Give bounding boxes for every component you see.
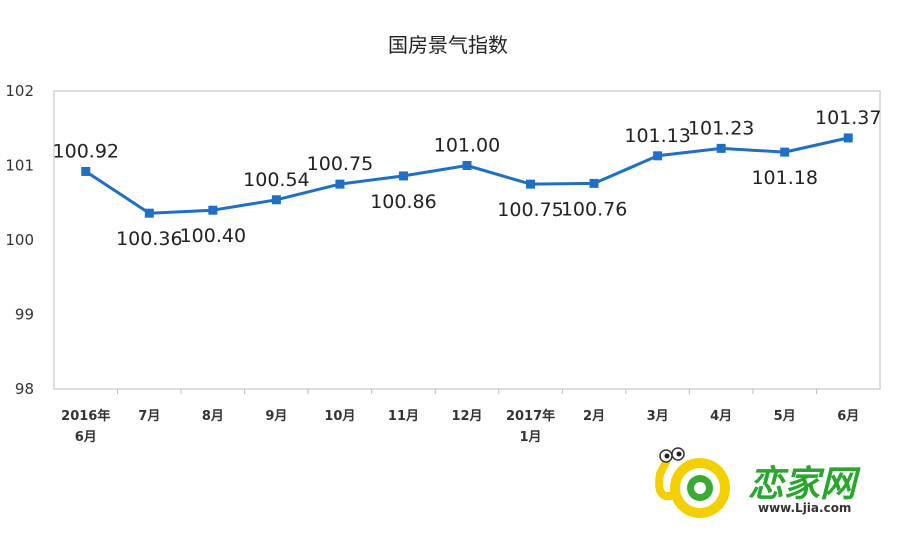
data-point-marker — [81, 166, 91, 176]
x-tick-label: 12月 — [451, 409, 482, 424]
data-label: 100.36 — [116, 228, 182, 250]
x-tick-label: 6月 — [837, 409, 859, 424]
data-label: 101.13 — [624, 125, 690, 147]
data-point-marker — [589, 178, 599, 188]
data-label: 100.75 — [307, 153, 373, 175]
x-tick-label: 2月 — [583, 409, 605, 424]
snail-logo-icon — [655, 447, 730, 518]
y-tick-label: 102 — [5, 82, 34, 100]
chart-title: 国房景气指数 — [388, 33, 508, 57]
data-point-marker — [526, 179, 536, 189]
data-point-marker — [780, 147, 790, 157]
y-tick-label: 101 — [5, 157, 34, 175]
watermark: 恋家网 www.Ljia.com — [655, 447, 861, 518]
plot-area-frame — [53, 90, 881, 390]
x-tick-label: 2016年 — [61, 408, 110, 424]
x-tick-label: 10月 — [324, 409, 355, 424]
data-label: 100.86 — [370, 191, 436, 213]
watermark-brand: 恋家网 — [748, 464, 861, 505]
data-point-marker — [335, 179, 345, 189]
x-tick-label: 11月 — [388, 409, 419, 424]
data-point-marker — [462, 161, 472, 170]
x-tick-label: 5月 — [774, 409, 796, 424]
y-tick-label: 99 — [15, 306, 34, 324]
data-point-marker — [398, 171, 408, 181]
x-axis-ticks: 2016年 6月 7月 8月 9月 10月 11月 12月 2017年 1月 2月 3月 4月 5月 6月 — [61, 389, 859, 445]
data-labels: 100.92100.36100.40100.54100.75100.86101.… — [53, 107, 882, 250]
data-label: 101.37 — [815, 107, 881, 129]
data-label: 101.18 — [751, 167, 817, 189]
x-tick-label: 7月 — [138, 409, 160, 424]
y-tick-label: 98 — [15, 380, 34, 398]
data-point-marker — [144, 208, 154, 218]
x-tick-label: 1月 — [520, 430, 542, 445]
data-point-marker — [716, 143, 726, 153]
data-point-marker — [271, 195, 281, 205]
data-label: 101.00 — [434, 135, 500, 157]
data-label: 100.40 — [180, 225, 246, 247]
watermark-url: www.Ljia.com — [758, 501, 851, 515]
x-tick-label: 4月 — [710, 409, 732, 424]
y-tick-label: 100 — [5, 231, 34, 249]
x-tick-label: 6月 — [75, 430, 97, 445]
x-tick-label: 8月 — [202, 409, 224, 424]
data-point-marker — [208, 205, 218, 215]
data-label: 101.23 — [688, 117, 754, 139]
y-axis-ticks: 98 99 100 101 102 — [5, 82, 34, 398]
data-label: 100.76 — [561, 198, 627, 220]
x-tick-label: 2017年 — [506, 408, 555, 424]
series-line-group — [81, 133, 853, 218]
data-label: 100.75 — [497, 199, 563, 221]
data-label: 100.92 — [53, 140, 119, 162]
data-point-marker — [653, 151, 663, 161]
x-tick-label: 3月 — [647, 409, 669, 424]
x-tick-label: 9月 — [265, 409, 287, 424]
data-label: 100.54 — [243, 169, 309, 191]
data-point-marker — [843, 133, 853, 143]
